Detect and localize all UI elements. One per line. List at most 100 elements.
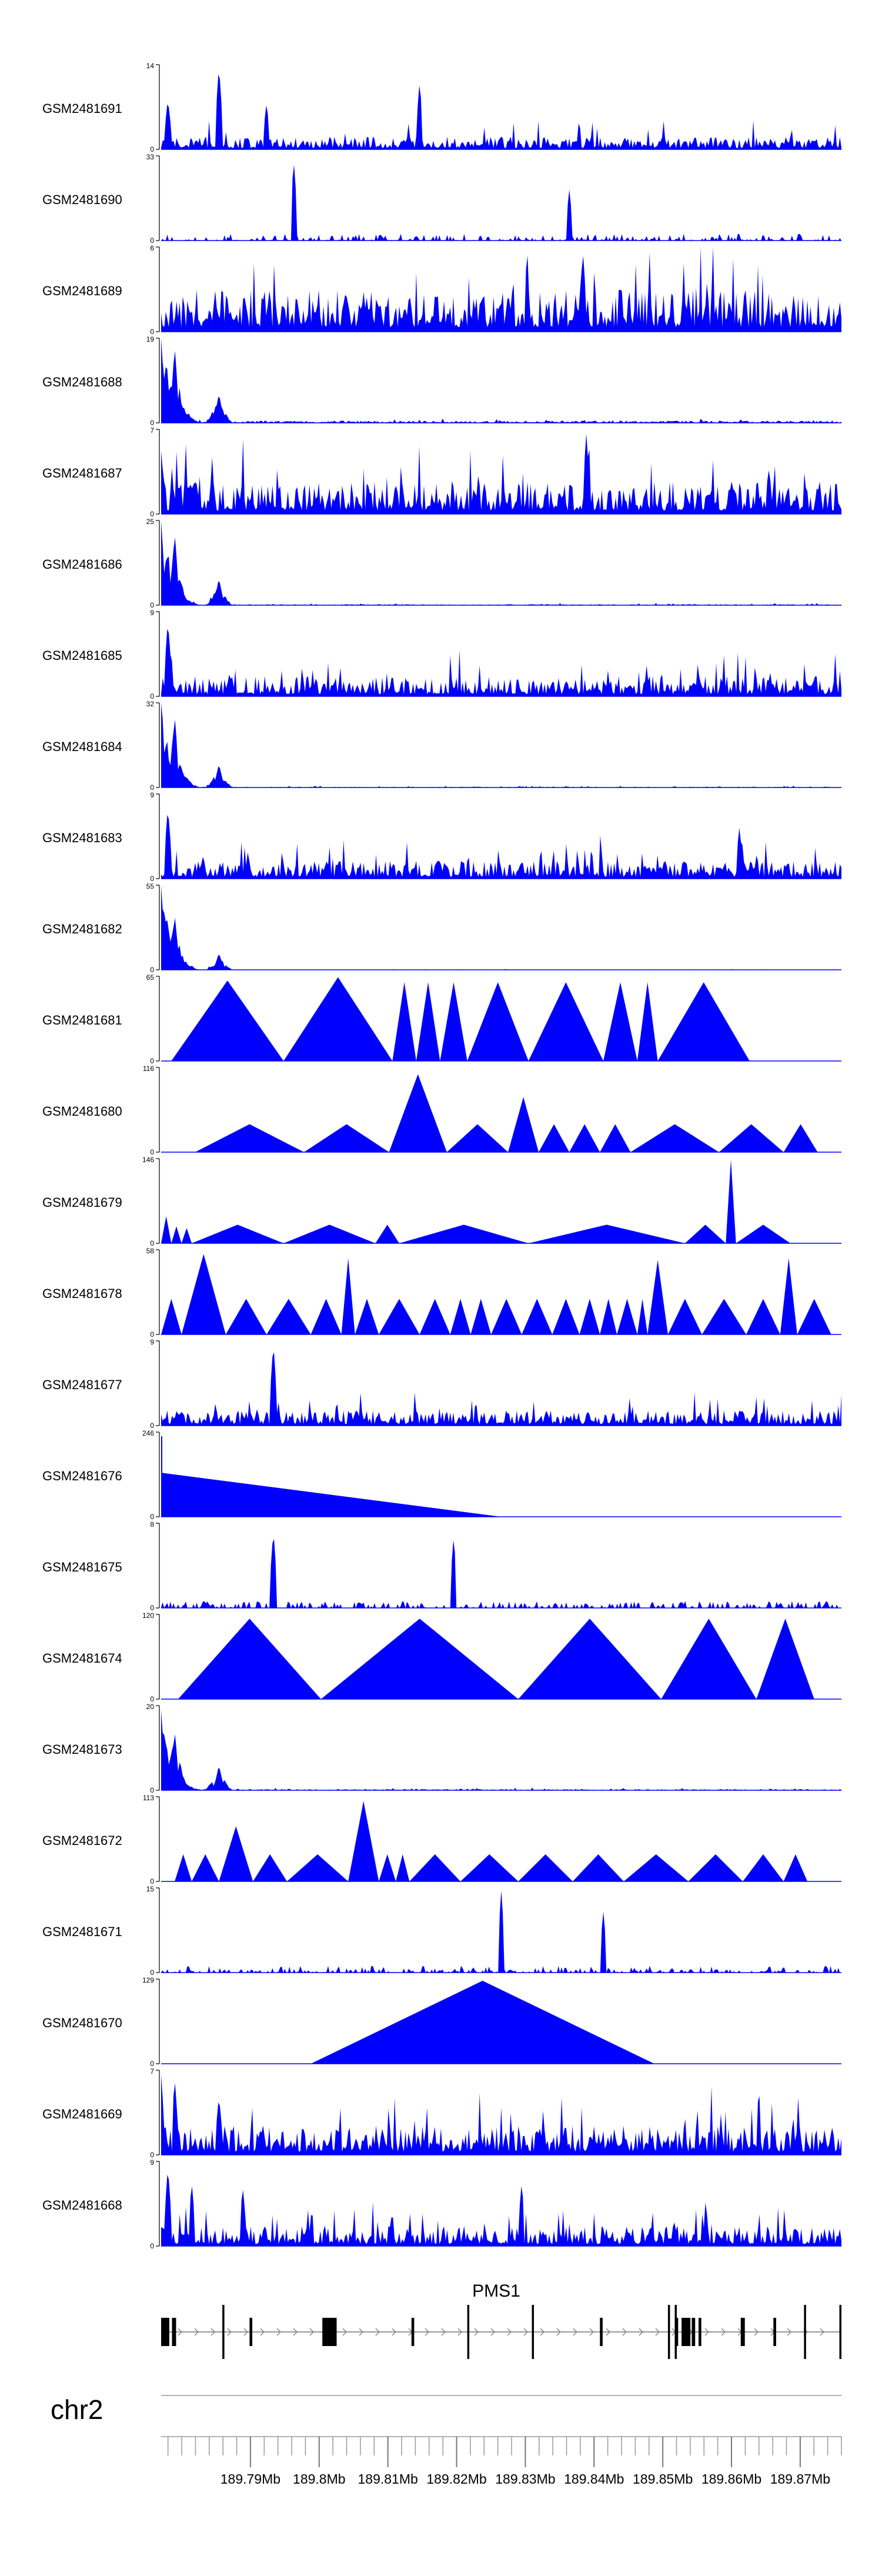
y-max-label: 116 bbox=[143, 1065, 154, 1073]
coverage-segment bbox=[310, 1980, 654, 2064]
track-GSM2481682: GSM2481682 55 0 bbox=[42, 882, 841, 974]
tick-label: 189.82Mb bbox=[426, 2471, 486, 2487]
track-y-axis: 25 0 bbox=[146, 518, 160, 609]
coverage-segment bbox=[569, 1124, 600, 1152]
strand-arrow bbox=[474, 2328, 479, 2336]
track-label: GSM2481675 bbox=[42, 1560, 122, 1574]
track-y-axis: 15 0 bbox=[146, 1885, 160, 1977]
y-min-label: 0 bbox=[150, 2151, 154, 2159]
y-min-label: 0 bbox=[150, 1239, 154, 1247]
track-GSM2481672: GSM2481672 113 0 bbox=[42, 1794, 841, 1886]
y-max-label: 120 bbox=[142, 1611, 154, 1620]
coverage-segment bbox=[623, 1854, 689, 1881]
y-min-label: 0 bbox=[150, 783, 154, 792]
y-max-label: 7 bbox=[150, 426, 154, 435]
track-y-axis: 70 bbox=[150, 2067, 160, 2159]
coverage-segment bbox=[508, 1097, 539, 1152]
track-GSM2481674: GSM2481674 120 0 bbox=[42, 1611, 841, 1703]
y-min-label: 0 bbox=[150, 1148, 154, 1156]
coverage-area bbox=[161, 629, 841, 696]
strand-arrow bbox=[820, 2328, 825, 2336]
y-min-label: 0 bbox=[150, 145, 154, 154]
coverage-segment bbox=[181, 1254, 226, 1334]
track-GSM2481678: GSM2481678 58 0 bbox=[42, 1247, 841, 1339]
track-y-axis: 14 0 bbox=[146, 62, 160, 154]
track-GSM2481671: GSM2481671 15 0 bbox=[42, 1885, 841, 1977]
y-min-label: 0 bbox=[150, 601, 154, 609]
exon bbox=[839, 2305, 841, 2359]
y-max-label: 129 bbox=[142, 1976, 154, 1984]
coverage-segment bbox=[657, 982, 750, 1061]
y-max-label: 8 bbox=[150, 1520, 154, 1529]
coverage-segment bbox=[392, 982, 416, 1061]
coverage-area bbox=[161, 165, 841, 241]
track-y-axis: 20 0 bbox=[146, 1703, 160, 1794]
coverage-area bbox=[161, 433, 841, 514]
track-y-axis: 113 0 bbox=[143, 1794, 160, 1886]
track-label: GSM2481669 bbox=[42, 2107, 122, 2121]
coverage-area bbox=[161, 1539, 841, 1608]
track-y-axis: 70 bbox=[150, 426, 160, 518]
coverage-segment bbox=[684, 1224, 726, 1243]
coverage-segment bbox=[539, 1124, 570, 1152]
coverage-segment bbox=[637, 982, 658, 1061]
coverage-segment bbox=[647, 1260, 668, 1334]
strand-arrow bbox=[622, 2328, 627, 2336]
coverage-segment bbox=[409, 1854, 461, 1881]
tick-label: 189.8Mb bbox=[293, 2471, 346, 2487]
track-label: GSM2481687 bbox=[42, 466, 122, 481]
y-min-label: 0 bbox=[150, 1786, 154, 1794]
coverage-segment bbox=[419, 1299, 450, 1334]
strand-arrow bbox=[178, 2328, 183, 2336]
coverage-segment bbox=[253, 1854, 288, 1881]
track-label: GSM2481676 bbox=[42, 1469, 122, 1483]
track-label: GSM2481691 bbox=[42, 101, 122, 116]
y-max-label: 7 bbox=[150, 2067, 154, 2076]
y-max-label: 65 bbox=[146, 973, 155, 982]
coverage-segment bbox=[450, 1299, 471, 1334]
coverage-segment bbox=[783, 1124, 818, 1152]
coverage-area bbox=[161, 703, 841, 788]
strand-arrow bbox=[194, 2328, 199, 2336]
tick-label: 189.79Mb bbox=[220, 2471, 280, 2487]
coverage-area bbox=[161, 2074, 841, 2155]
coverage-segment bbox=[528, 982, 604, 1061]
coverage-segment bbox=[283, 1224, 376, 1243]
coverage-area bbox=[161, 885, 841, 970]
track-label: GSM2481674 bbox=[42, 1651, 122, 1666]
track-y-axis: 58 0 bbox=[146, 1247, 160, 1339]
y-max-label: 6 bbox=[150, 244, 154, 252]
track-GSM2481681: GSM2481681 65 0 bbox=[42, 973, 841, 1065]
track-GSM2481690: GSM2481690 33 0 bbox=[42, 153, 841, 245]
track-y-axis: 65 0 bbox=[146, 973, 160, 1065]
track-y-axis: 129 0 bbox=[142, 1976, 160, 2068]
track-GSM2481686: GSM2481686 25 0 bbox=[42, 518, 841, 609]
track-GSM2481673: GSM2481673 20 0 bbox=[42, 1703, 841, 1794]
track-y-axis: 90 bbox=[150, 791, 160, 883]
coverage-segment bbox=[630, 1124, 719, 1152]
coverage-segment bbox=[416, 982, 440, 1061]
track-y-axis: 246 0 bbox=[142, 1429, 160, 1521]
coverage-segment bbox=[389, 1074, 447, 1152]
exon bbox=[681, 2318, 691, 2346]
track-y-axis: 32 0 bbox=[146, 700, 160, 792]
track-y-axis: 90 bbox=[150, 1338, 160, 1430]
track-label: GSM2481690 bbox=[42, 192, 122, 207]
exon bbox=[773, 2318, 776, 2346]
tick-label: 189.84Mb bbox=[564, 2471, 624, 2487]
strand-arrow bbox=[754, 2328, 759, 2336]
exon bbox=[667, 2305, 670, 2359]
track-label: GSM2481685 bbox=[42, 648, 122, 663]
exon bbox=[328, 2318, 337, 2346]
exon bbox=[674, 2318, 679, 2346]
exon bbox=[600, 2318, 603, 2346]
coverage-segment bbox=[600, 1124, 631, 1152]
track-label: GSM2481683 bbox=[42, 830, 122, 845]
strand-arrow bbox=[589, 2328, 594, 2336]
coverage-area bbox=[161, 520, 841, 605]
track-label: GSM2481686 bbox=[42, 557, 122, 572]
coverage-segment bbox=[756, 1619, 814, 1699]
